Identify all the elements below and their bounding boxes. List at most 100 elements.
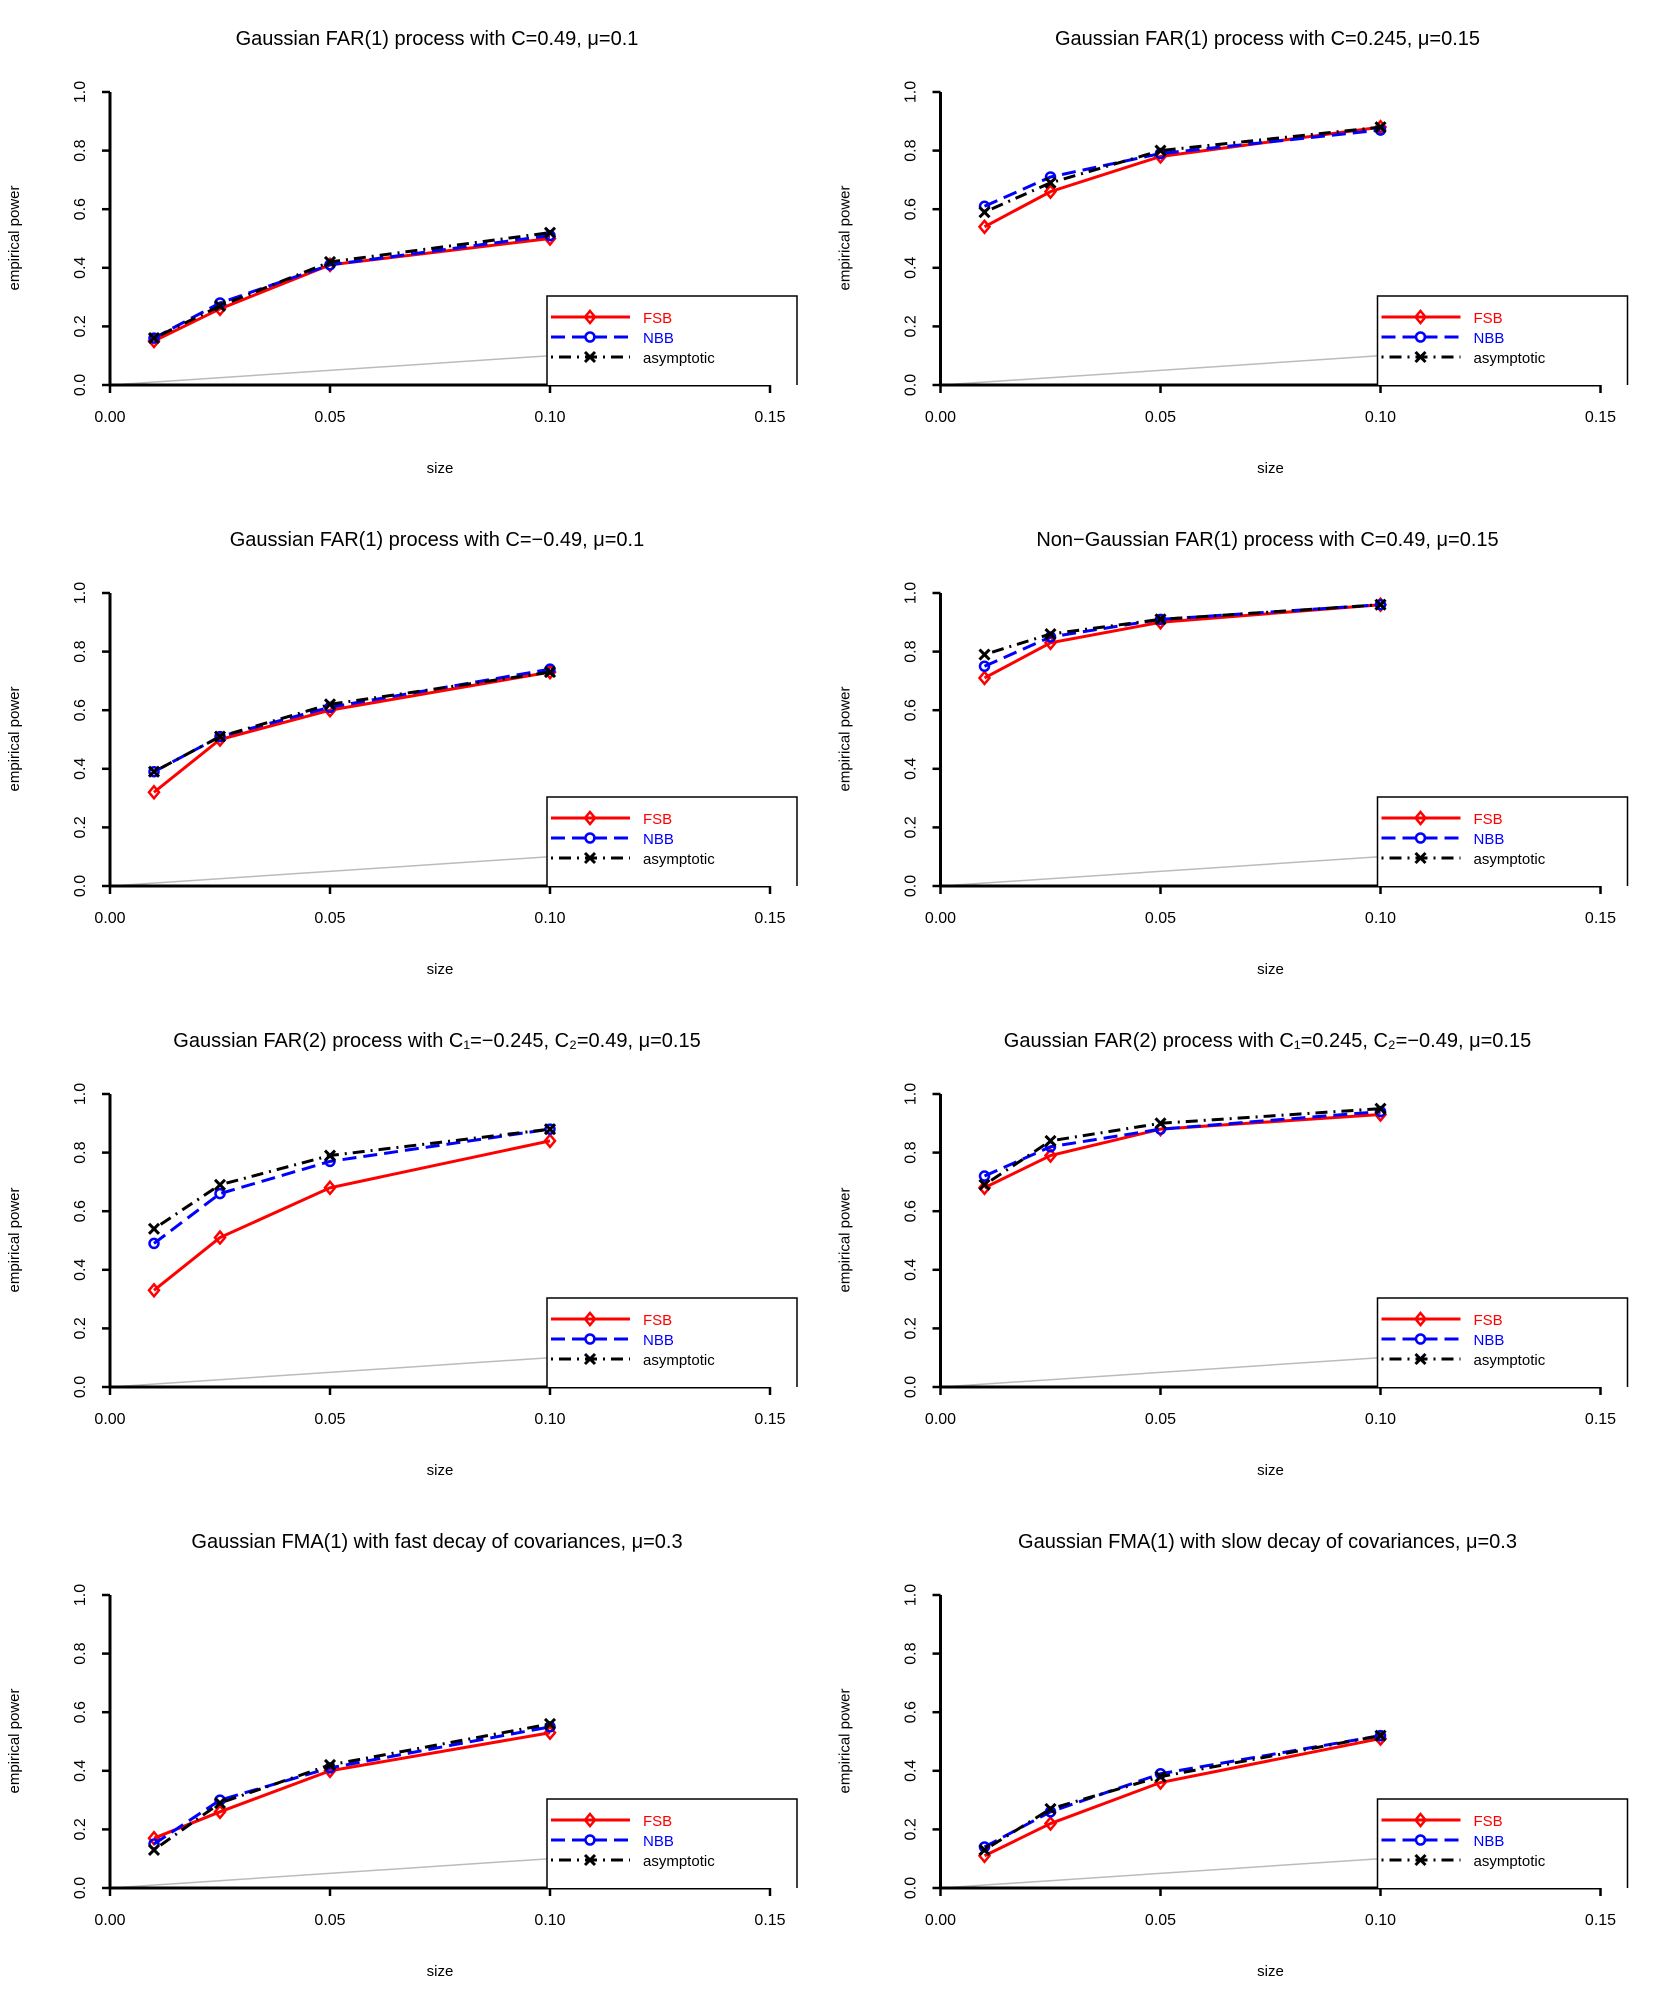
chart-panel: Gaussian FMA(1) with fast decay of covar… — [6, 1531, 798, 1980]
legend: FSB NBB asymptotic — [546, 1297, 798, 1387]
y-tick-label: 0.0 — [72, 374, 89, 396]
x-tick-label: 0.15 — [1585, 1411, 1616, 1428]
y-tick-label: 0.0 — [72, 875, 89, 897]
circle-marker — [584, 1834, 596, 1846]
y-tick-label: 0.4 — [903, 1760, 920, 1782]
x-tick-label: 0.05 — [1145, 910, 1176, 927]
x-axis-label: size — [1257, 1462, 1284, 1479]
legend-label: asymptotic — [1474, 1853, 1546, 1870]
cross-marker — [1374, 121, 1387, 134]
cross-marker — [543, 1123, 557, 1136]
legend: FSB NBB asymptotic — [1376, 1297, 1629, 1387]
y-tick-label: 0.8 — [72, 139, 89, 161]
series-line-nbb — [983, 603, 1381, 668]
cross-marker — [583, 350, 597, 364]
x-tick-label: 0.05 — [314, 1411, 345, 1428]
y-tick-label: 0.0 — [72, 1877, 89, 1899]
cross-marker — [147, 332, 161, 345]
cross-marker — [978, 1843, 991, 1856]
cross-marker — [1154, 1117, 1167, 1130]
x-tick-label: 0.10 — [534, 910, 565, 927]
x-tick-label: 0.05 — [1145, 1912, 1176, 1929]
cross-marker — [1044, 627, 1057, 641]
y-tick-label: 0.4 — [72, 257, 89, 279]
y-tick-label: 0.6 — [72, 1701, 89, 1723]
cross-marker — [323, 698, 337, 711]
legend-label: NBB — [643, 1833, 674, 1850]
series-line-fsb — [983, 603, 1381, 680]
circle-marker — [544, 1123, 556, 1135]
series-line-asymptotic — [983, 1734, 1381, 1852]
cross-marker — [978, 206, 991, 219]
circle-marker — [1414, 1333, 1427, 1345]
cross-marker — [1374, 1102, 1387, 1115]
chart-title: Gaussian FAR(1) process with C=0.49, μ=0… — [236, 28, 639, 50]
y-tick-label: 1.0 — [903, 1584, 920, 1606]
cross-marker — [323, 1149, 337, 1162]
y-tick-label: 0.4 — [72, 1259, 89, 1281]
y-tick-label: 0.0 — [903, 1877, 920, 1899]
legend-label: asymptotic — [1474, 350, 1546, 367]
y-axis-label: empirical power — [837, 185, 854, 290]
series-line-asymptotic — [153, 231, 551, 340]
y-tick-label: 0.0 — [903, 1376, 920, 1398]
diamond-marker — [543, 1132, 557, 1149]
y-tick-label: 0.8 — [903, 640, 920, 662]
series-line-asymptotic — [984, 603, 1381, 656]
cross-marker — [1044, 1134, 1057, 1147]
y-axis-label: empirical power — [837, 1187, 854, 1292]
legend-label: FSB — [1474, 1813, 1503, 1830]
x-tick-label: 0.00 — [94, 1912, 125, 1929]
series-line-nbb — [983, 128, 1381, 208]
diamond-marker — [1043, 183, 1058, 200]
cross-marker — [213, 1796, 227, 1810]
chart-panel: Gaussian FMA(1) with slow decay of covar… — [837, 1531, 1629, 1980]
diamond-marker — [583, 1812, 597, 1828]
diamond-marker — [977, 218, 992, 235]
diamond-marker — [213, 1229, 227, 1246]
series-line-fsb — [153, 670, 551, 794]
cross-marker — [978, 1178, 991, 1191]
series-line-nbb — [983, 1110, 1381, 1178]
legend-label: NBB — [643, 1332, 674, 1349]
diamond-marker — [977, 1179, 992, 1196]
cross-marker — [583, 851, 597, 865]
y-axis-label: empirical power — [837, 1688, 854, 1793]
circle-marker — [148, 1237, 160, 1250]
cross-marker — [543, 226, 557, 239]
x-tick-label: 0.00 — [94, 409, 125, 426]
x-tick-label: 0.10 — [1365, 1411, 1396, 1428]
y-tick-label: 0.6 — [903, 1200, 920, 1222]
cross-marker — [147, 1843, 161, 1856]
series-line-fsb — [153, 1139, 551, 1292]
diamond-marker — [147, 1830, 161, 1847]
x-tick-label: 0.15 — [1585, 1912, 1616, 1929]
legend: FSB NBB asymptotic — [546, 295, 798, 385]
legend: FSB NBB asymptotic — [1376, 1798, 1629, 1888]
circle-marker — [1414, 1834, 1427, 1846]
diamond-marker — [1413, 1812, 1428, 1828]
diamond-marker — [1043, 1815, 1058, 1832]
x-tick-label: 0.05 — [314, 409, 345, 426]
x-tick-label: 0.10 — [534, 409, 565, 426]
chart-panel: Gaussian FAR(1) process with C=0.49, μ=0… — [6, 28, 798, 477]
cross-marker — [543, 666, 557, 679]
diamond-marker — [583, 1311, 597, 1327]
y-tick-label: 0.2 — [903, 1818, 920, 1840]
diamond-marker — [147, 784, 161, 801]
legend-label: NBB — [1474, 1332, 1505, 1349]
circle-marker — [1374, 1729, 1387, 1742]
cross-marker — [213, 299, 227, 312]
y-tick-label: 0.4 — [903, 257, 920, 279]
diamond-marker — [1413, 309, 1428, 325]
x-tick-label: 0.10 — [534, 1912, 565, 1929]
diamond-marker — [977, 670, 992, 686]
y-tick-label: 0.2 — [72, 1317, 89, 1339]
y-tick-label: 0.2 — [72, 1818, 89, 1840]
y-tick-label: 1.0 — [903, 582, 920, 604]
chart-panel: Gaussian FAR(1) process with C=0.245, μ=… — [837, 28, 1629, 477]
diamond-marker — [1413, 810, 1428, 826]
legend-label: FSB — [1474, 811, 1503, 828]
chart-title: Gaussian FMA(1) with slow decay of covar… — [1018, 1531, 1517, 1553]
cross-marker — [1154, 613, 1167, 626]
